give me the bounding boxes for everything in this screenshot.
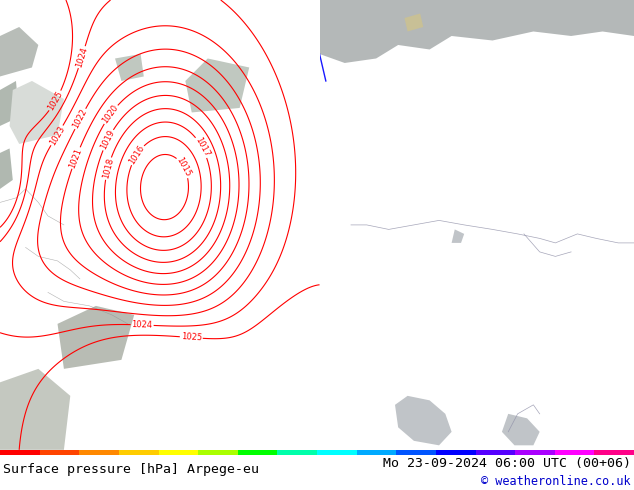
Polygon shape (115, 54, 144, 81)
Bar (79, 450, 119, 455)
Polygon shape (502, 414, 540, 445)
Text: 1024: 1024 (74, 46, 89, 69)
Bar (119, 450, 158, 455)
Text: 1022: 1022 (72, 107, 89, 130)
Bar (396, 450, 436, 455)
Text: 1021: 1021 (68, 147, 84, 170)
Text: 1017: 1017 (193, 136, 211, 159)
Bar (238, 450, 278, 455)
Text: 1018: 1018 (101, 157, 115, 180)
Text: 1023: 1023 (48, 124, 67, 147)
Text: 1015: 1015 (175, 156, 193, 179)
Text: 1016: 1016 (127, 144, 146, 166)
Text: 1019: 1019 (99, 128, 117, 151)
Bar (436, 450, 476, 455)
Bar (595, 450, 634, 455)
Polygon shape (395, 396, 451, 445)
Bar (356, 450, 396, 455)
Text: 1025: 1025 (46, 90, 65, 112)
Text: 1020: 1020 (101, 103, 120, 125)
Polygon shape (451, 229, 464, 243)
Polygon shape (185, 58, 249, 113)
Polygon shape (0, 369, 70, 450)
Bar (515, 450, 555, 455)
Bar (278, 450, 317, 455)
Text: 1025: 1025 (181, 332, 202, 343)
Polygon shape (320, 0, 634, 63)
Bar (158, 450, 198, 455)
Bar (317, 450, 356, 455)
Text: Mo 23-09-2024 06:00 UTC (00+06): Mo 23-09-2024 06:00 UTC (00+06) (383, 457, 631, 470)
Bar (555, 450, 595, 455)
Polygon shape (0, 148, 13, 189)
Polygon shape (58, 306, 134, 369)
Bar (0, 450, 39, 455)
Bar (198, 450, 238, 455)
Polygon shape (404, 14, 424, 31)
Bar (39, 450, 79, 455)
Bar (476, 450, 515, 455)
Polygon shape (0, 81, 19, 126)
Text: © weatheronline.co.uk: © weatheronline.co.uk (481, 475, 631, 488)
Polygon shape (10, 81, 64, 144)
Text: 1024: 1024 (131, 320, 153, 330)
Polygon shape (0, 27, 38, 76)
Text: Surface pressure [hPa] Arpege-eu: Surface pressure [hPa] Arpege-eu (3, 464, 259, 476)
